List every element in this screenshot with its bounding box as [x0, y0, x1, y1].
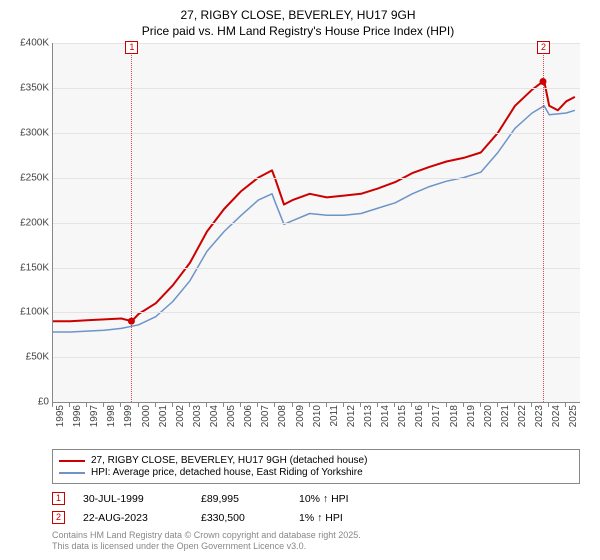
sale-marker-badge: 1: [52, 492, 65, 505]
y-axis-label: £400K: [7, 38, 49, 49]
legend: 27, RIGBY CLOSE, BEVERLEY, HU17 9GH (det…: [52, 449, 580, 484]
sale-row: 1 30-JUL-1999 £89,995 10% ↑ HPI: [52, 492, 580, 505]
sale-row: 2 22-AUG-2023 £330,500 1% ↑ HPI: [52, 511, 580, 524]
legend-swatch: [59, 460, 85, 462]
sale-date: 22-AUG-2023: [83, 512, 183, 524]
copyright-line: This data is licensed under the Open Gov…: [52, 541, 580, 552]
x-axis-label: 2002: [175, 405, 186, 427]
sale-hpi-delta: 1% ↑ HPI: [299, 512, 343, 524]
x-axis-label: 2014: [380, 405, 391, 427]
x-axis-label: 2015: [397, 405, 408, 427]
legend-item: HPI: Average price, detached house, East…: [59, 467, 573, 478]
legend-label: HPI: Average price, detached house, East…: [91, 467, 363, 478]
x-axis-label: 2008: [277, 405, 288, 427]
y-axis-label: £200K: [7, 217, 49, 228]
y-axis-label: £150K: [7, 262, 49, 273]
x-axis-label: 2024: [551, 405, 562, 427]
legend-label: 27, RIGBY CLOSE, BEVERLEY, HU17 9GH (det…: [91, 455, 367, 466]
x-axis-label: 2000: [141, 405, 152, 427]
chart-container: 27, RIGBY CLOSE, BEVERLEY, HU17 9GH Pric…: [0, 0, 600, 560]
x-axis-label: 1997: [89, 405, 100, 427]
x-axis-label: 2003: [192, 405, 203, 427]
copyright-line: Contains HM Land Registry data © Crown c…: [52, 530, 580, 541]
title-line-2: Price paid vs. HM Land Registry's House …: [8, 24, 588, 40]
y-axis-label: £300K: [7, 127, 49, 138]
x-axis-label: 2005: [226, 405, 237, 427]
x-axis-label: 1999: [123, 405, 134, 427]
x-axis-label: 1995: [55, 405, 66, 427]
chart-title: 27, RIGBY CLOSE, BEVERLEY, HU17 9GH Pric…: [8, 8, 588, 39]
y-axis-label: £250K: [7, 172, 49, 183]
x-axis-label: 2011: [329, 405, 340, 427]
x-axis-label: 2021: [500, 405, 511, 427]
sale-price: £330,500: [201, 512, 281, 524]
marker-vline: [131, 43, 132, 402]
marker-badge: 2: [537, 41, 550, 54]
x-axis-label: 2016: [414, 405, 425, 427]
x-axis-label: 2013: [363, 405, 374, 427]
x-axis-label: 2004: [209, 405, 220, 427]
x-axis-label: 2012: [346, 405, 357, 427]
legend-item: 27, RIGBY CLOSE, BEVERLEY, HU17 9GH (det…: [59, 455, 573, 466]
y-axis-label: £50K: [7, 352, 49, 363]
x-axis-label: 2017: [431, 405, 442, 427]
x-axis-label: 2025: [568, 405, 579, 427]
x-axis-label: 2020: [483, 405, 494, 427]
sale-price: £89,995: [201, 493, 281, 505]
plot-area: £0£50K£100K£150K£200K£250K£300K£350K£400…: [52, 43, 580, 403]
title-line-1: 27, RIGBY CLOSE, BEVERLEY, HU17 9GH: [8, 8, 588, 24]
x-axis-label: 2018: [449, 405, 460, 427]
sale-markers-list: 1 30-JUL-1999 £89,995 10% ↑ HPI 2 22-AUG…: [52, 492, 580, 524]
sale-hpi-delta: 10% ↑ HPI: [299, 493, 349, 505]
x-axis-label: 2022: [517, 405, 528, 427]
x-axis-label: 2023: [534, 405, 545, 427]
x-axis-label: 2001: [158, 405, 169, 427]
x-axis-label: 2009: [295, 405, 306, 427]
y-axis-label: £350K: [7, 83, 49, 94]
x-axis-label: 2006: [243, 405, 254, 427]
x-axis-label: 2019: [466, 405, 477, 427]
sale-date: 30-JUL-1999: [83, 493, 183, 505]
y-axis-label: £100K: [7, 307, 49, 318]
x-axis-labels: 1995 1996 1997 1998 1999 2000 2001 2002 2003 2004…: [52, 403, 580, 445]
x-axis-label: 2007: [260, 405, 271, 427]
copyright: Contains HM Land Registry data © Crown c…: [52, 530, 580, 553]
x-axis-label: 1996: [72, 405, 83, 427]
x-axis-label: 2010: [312, 405, 323, 427]
marker-vline: [543, 43, 544, 402]
x-axis-label: 1998: [106, 405, 117, 427]
legend-swatch: [59, 472, 85, 474]
marker-badge: 1: [125, 41, 138, 54]
y-axis-label: £0: [7, 397, 49, 408]
sale-marker-badge: 2: [52, 511, 65, 524]
